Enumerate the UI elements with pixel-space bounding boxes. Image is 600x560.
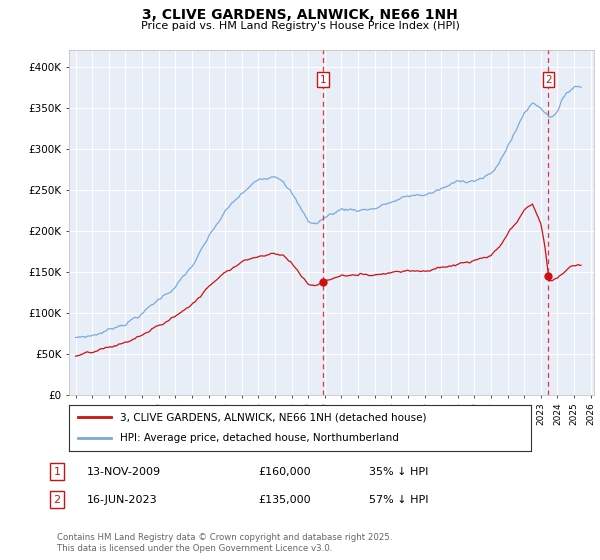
Text: £135,000: £135,000: [258, 494, 311, 505]
Text: 13-NOV-2009: 13-NOV-2009: [87, 466, 161, 477]
Text: 2: 2: [545, 74, 552, 85]
Text: 16-JUN-2023: 16-JUN-2023: [87, 494, 158, 505]
Text: 2: 2: [53, 494, 61, 505]
Text: £160,000: £160,000: [258, 466, 311, 477]
Text: Contains HM Land Registry data © Crown copyright and database right 2025.
This d: Contains HM Land Registry data © Crown c…: [57, 533, 392, 553]
Text: HPI: Average price, detached house, Northumberland: HPI: Average price, detached house, Nort…: [120, 433, 398, 444]
Text: 3, CLIVE GARDENS, ALNWICK, NE66 1NH: 3, CLIVE GARDENS, ALNWICK, NE66 1NH: [142, 8, 458, 22]
Text: 3, CLIVE GARDENS, ALNWICK, NE66 1NH (detached house): 3, CLIVE GARDENS, ALNWICK, NE66 1NH (det…: [120, 412, 427, 422]
Text: 1: 1: [319, 74, 326, 85]
Text: 1: 1: [53, 466, 61, 477]
Point: [318, 278, 328, 287]
Text: Price paid vs. HM Land Registry's House Price Index (HPI): Price paid vs. HM Land Registry's House …: [140, 21, 460, 31]
Point: [544, 271, 553, 280]
Text: 35% ↓ HPI: 35% ↓ HPI: [369, 466, 428, 477]
Text: 57% ↓ HPI: 57% ↓ HPI: [369, 494, 428, 505]
